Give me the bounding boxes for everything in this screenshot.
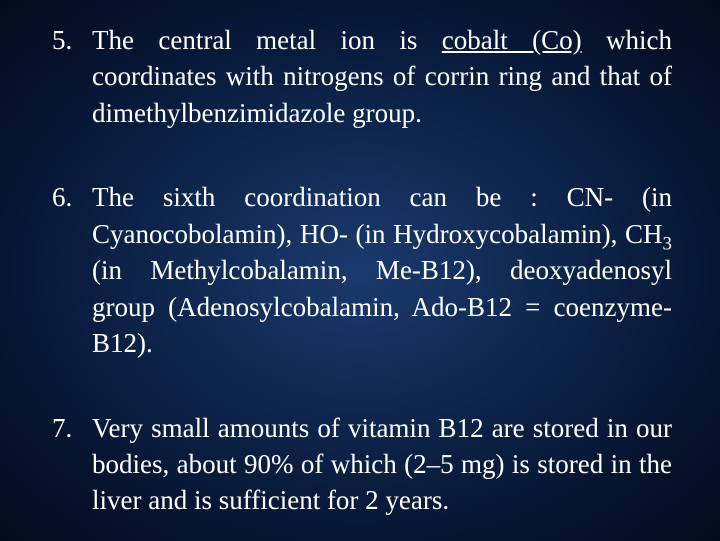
item-number: 7.: [48, 410, 92, 519]
list-item-7: 7. Very small amounts of vitamin B12 are…: [48, 410, 672, 519]
subscript: 3: [663, 233, 672, 254]
item-number: 5.: [48, 22, 92, 131]
text-segment: (in Methylcobalamin, Me-B12), deoxyadeno…: [92, 255, 672, 358]
item-text: The sixth coordination can be : CN- (in …: [92, 179, 672, 361]
text-segment: The central metal ion is: [92, 25, 442, 55]
underlined-term: cobalt (Co): [442, 25, 582, 55]
item-number: 6.: [48, 179, 92, 361]
list-item-5: 5. The central metal ion is cobalt (Co) …: [48, 22, 672, 131]
slide-content: 5. The central metal ion is cobalt (Co) …: [0, 0, 720, 541]
list-item-6: 6. The sixth coordination can be : CN- (…: [48, 179, 672, 361]
item-text: Very small amounts of vitamin B12 are st…: [92, 410, 672, 519]
text-segment: Very small amounts of vitamin B12 are st…: [92, 413, 672, 516]
item-text: The central metal ion is cobalt (Co) whi…: [92, 22, 672, 131]
text-segment: The sixth coordination can be : CN- (in …: [92, 182, 672, 248]
